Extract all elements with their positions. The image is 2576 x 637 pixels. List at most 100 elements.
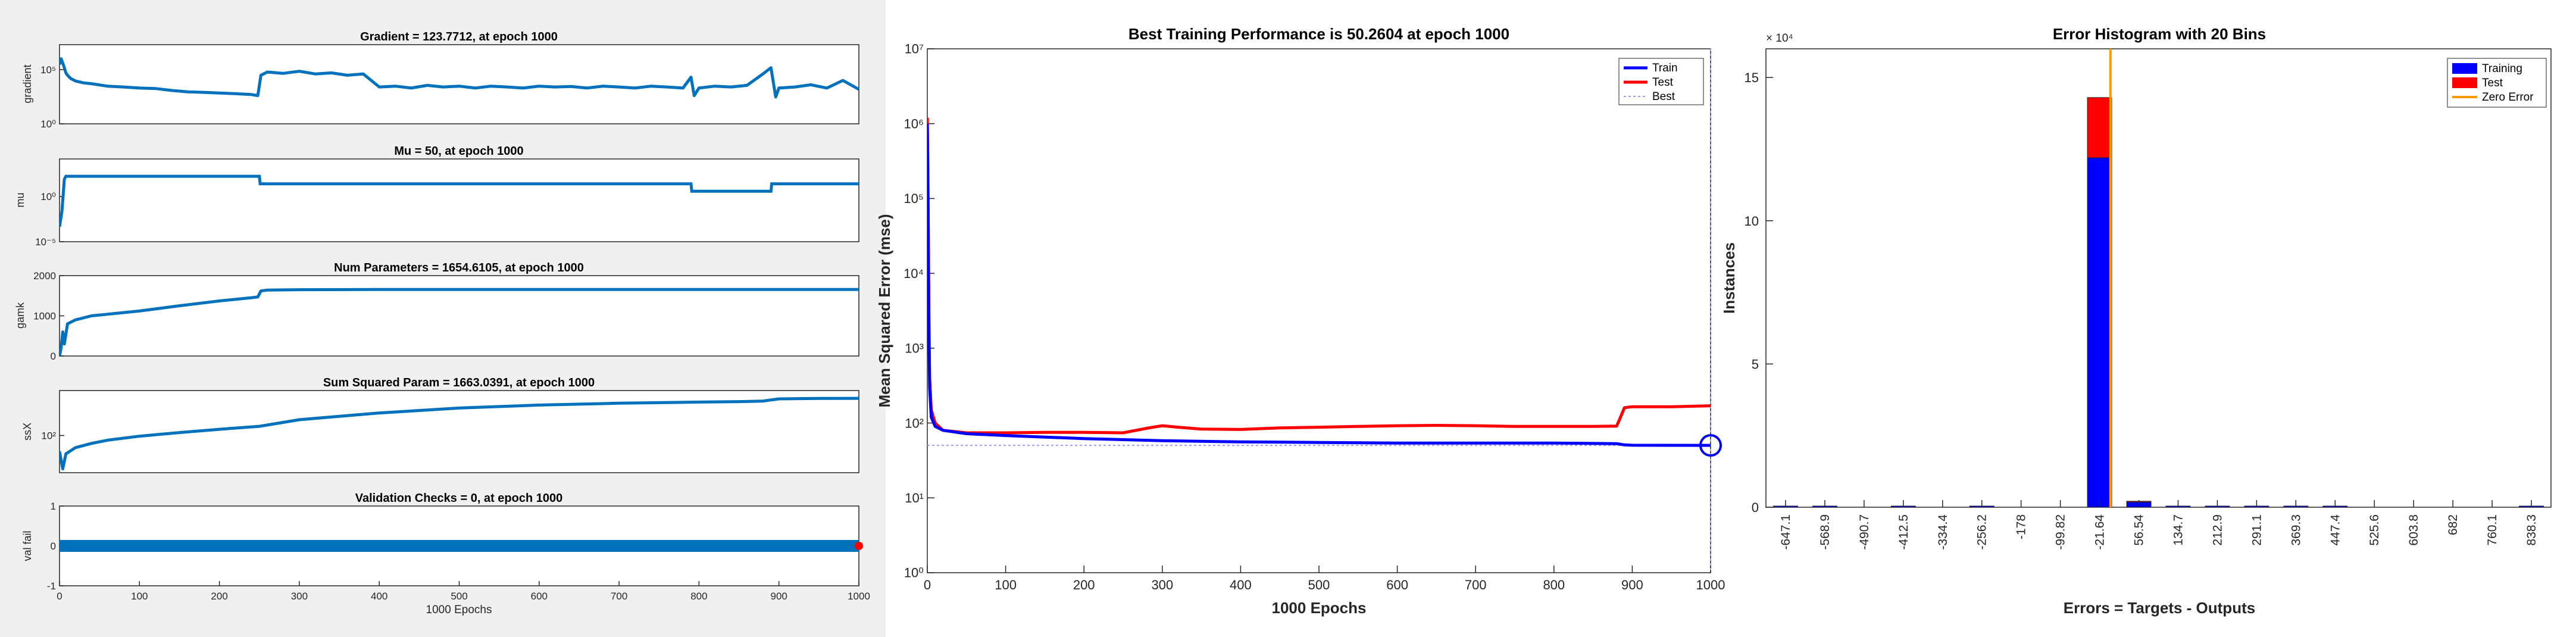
ytick-label: 10⁰ [40,118,56,130]
num-parameters-plot: Num Parameters = 1654.6105, at epoch 100… [14,261,859,362]
ytick-label: 10² [41,430,56,441]
histogram-xtick-label: 447.4 [2328,514,2342,546]
histogram-ytick-label: 15 [1745,70,1759,85]
gradient-line [60,57,859,99]
mu-line [60,174,859,227]
histogram-legend: Training Test Zero Error [2447,58,2547,108]
histogram-ytick-label: 0 [1752,500,1759,515]
xtick-label: 800 [690,591,707,602]
xtick-label: 400 [1230,577,1252,592]
histogram-bar-training [2087,157,2112,508]
gradient-axes [59,44,859,124]
xtick-label: 500 [451,591,467,602]
performance-yticks: 10⁰ 10¹ 10² 10³ 10⁴ 10⁵ 10⁶ 10⁷ [904,42,934,580]
best-point-circle [1699,434,1722,457]
histogram-xtick-label: -490.7 [1858,514,1871,550]
validation-checks-title: Validation Checks = 0, at epoch 1000 [355,492,563,505]
histogram-xtick-label: 525.6 [2368,514,2381,546]
histogram-xtick-label: 682 [2446,514,2460,535]
performance-ylabel: Mean Squared Error (mse) [876,214,893,407]
histogram-xtick-label: -256.2 [1975,514,1989,550]
xtick-label: 200 [211,591,227,602]
num-parameters-yticks: 0 1000 2000 [33,270,64,362]
xtick-label: 300 [1151,577,1173,592]
histogram-xtick-label: -647.1 [1779,514,1793,550]
sum-squared-param-ylabel: ssX [21,423,33,441]
train-line [927,123,1711,447]
performance-xticks: 0 100 200 300 400 500 600 700 800 900 1000 [924,566,1725,592]
mu-title: Mu = 50, at epoch 1000 [394,145,523,158]
sum-squared-param-yticks: 10² [41,430,64,441]
histogram-ytick-label: 10 [1745,214,1759,229]
xtick-label: 100 [995,577,1017,592]
sum-squared-param-plot: Sum Squared Param = 1663.0391, at epoch … [21,376,859,473]
histogram-xtick-label: -412.5 [1897,514,1911,550]
ytick-label: 10⁻⁵ [35,236,56,248]
performance-plot: Best Training Performance is 50.2604 at … [876,25,1725,617]
sum-squared-param-title: Sum Squared Param = 1663.0391, at epoch … [323,376,595,389]
mu-plot: Mu = 50, at epoch 1000 mu 10⁻⁵ 10⁰ [14,145,859,248]
gradient-plot: Gradient = 123.7712, at epoch 1000 gradi… [21,30,859,130]
legend-test-label-histogram: Test [2482,77,2503,89]
ytick-label: 10⁷ [905,42,924,57]
xtick-label: 700 [611,591,627,602]
legend-zero-error-label: Zero Error [2482,91,2534,104]
ytick-label: 10⁵ [40,64,56,76]
performance-axes [927,48,1711,573]
ytick-label: 10¹ [905,491,924,505]
num-parameters-line [60,288,859,356]
xtick-label: 600 [531,591,548,602]
legend-test-label: Test [1652,76,1674,89]
ytick-label: 10⁵ [904,191,924,206]
xtick-label: 700 [1465,577,1487,592]
ytick-label: 0 [51,541,56,552]
histogram-yticks: 0 5 10 15 [1745,70,1773,515]
xtick-label: 100 [131,591,148,602]
validation-checks-xticks: 0 100 200 300 400 500 600 700 800 900 1000 [57,581,870,602]
xtick-label: 400 [371,591,387,602]
ytick-label: 0 [51,351,56,362]
histogram-xtick-label: 603.8 [2407,514,2421,546]
ytick-label: 10³ [905,341,924,356]
legend-test-swatch-histogram [2452,77,2477,88]
histogram-ytick-label: 5 [1752,357,1759,371]
test-line [927,117,1711,435]
num-parameters-ylabel: gamk [14,302,26,329]
ytick-label: 10⁶ [904,116,924,131]
histogram-xtick-label: 838.3 [2525,514,2539,546]
ytick-label: 2000 [33,270,56,282]
xtick-label: 0 [924,577,931,592]
histogram-xticks: -647.1 -568.9 -490.7 -412.5 -334.4 -256.2 -178… [1779,500,2539,550]
histogram-xtick-label: 760.1 [2486,514,2499,546]
histogram-xtick-label: -21.64 [2093,514,2107,550]
xtick-label: 300 [291,591,308,602]
histogram-xtick-label: -99.82 [2054,514,2068,550]
performance-xlabel: 1000 Epochs [1272,599,1367,617]
validation-checks-ylabel: val fail [21,530,33,561]
histogram-xlabel: Errors = Targets - Outputs [2064,599,2255,617]
num-parameters-axes [59,275,859,357]
mu-ylabel: mu [14,192,26,207]
histogram-xtick-label: 134.7 [2171,514,2185,546]
xtick-label: 800 [1543,577,1565,592]
histogram-xtick-label: 369.3 [2289,514,2303,546]
validation-checks-xlabel: 1000 Epochs [426,604,492,616]
legend-training-label: Training [2482,63,2522,75]
ytick-label: 10⁰ [40,191,56,202]
legend-train-label: Train [1652,62,1678,74]
performance-title: Best Training Performance is 50.2604 at … [1128,25,1509,43]
ytick-label: 10⁰ [904,566,924,580]
xtick-label: 900 [1621,577,1643,592]
validation-checks-plot: Validation Checks = 0, at epoch 1000 val… [21,492,870,616]
histogram-xtick-label: 291.1 [2250,514,2264,546]
histogram-xtick-label: 212.9 [2211,514,2224,546]
gradient-title: Gradient = 123.7712, at epoch 1000 [360,30,558,43]
gradient-ylabel: gradient [21,64,33,103]
performance-legend: Train Test Best [1618,58,1704,105]
histogram-title: Error Histogram with 20 Bins [2053,25,2266,43]
histogram-bar-test [2087,97,2112,158]
histogram-xtick-label: -334.4 [1936,514,1950,550]
xtick-label: 200 [1073,577,1095,592]
ytick-label: 10² [905,416,924,430]
